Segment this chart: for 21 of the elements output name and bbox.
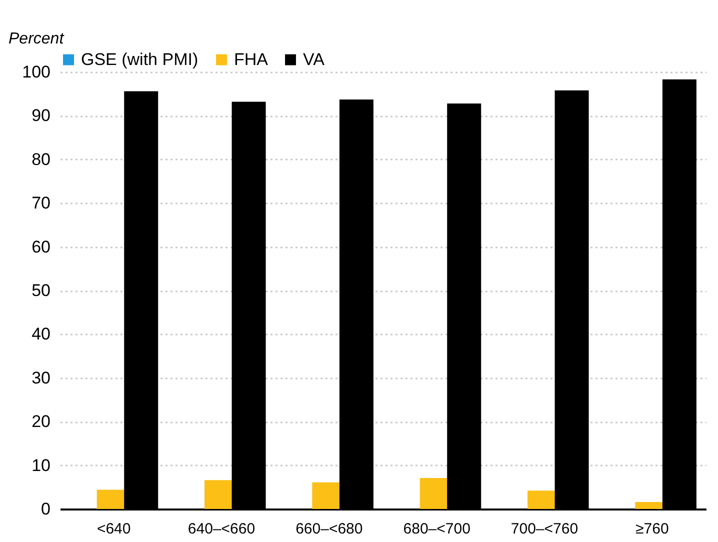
y-axis-title: Percent bbox=[8, 30, 64, 48]
y-tick-label: 0 bbox=[41, 500, 50, 518]
x-tick-label: 640–<660 bbox=[188, 520, 256, 538]
y-tick-label: 80 bbox=[32, 150, 50, 169]
y-tick-label: 30 bbox=[32, 368, 50, 388]
y-tick-label: 70 bbox=[32, 194, 50, 213]
legend-label: VA bbox=[303, 50, 326, 69]
y-tick-label: 60 bbox=[32, 237, 50, 256]
legend-label: GSE (with PMI) bbox=[81, 50, 198, 69]
y-tick-label: 10 bbox=[32, 456, 50, 475]
x-tick-label: 660–<680 bbox=[296, 520, 363, 538]
y-tick-label: 50 bbox=[32, 281, 50, 300]
y-tick-label: 40 bbox=[32, 324, 50, 344]
x-tick-label: 680–<700 bbox=[403, 520, 470, 538]
x-tick-label: ≥760 bbox=[636, 520, 669, 538]
x-tick-label: <640 bbox=[96, 520, 131, 538]
x-tick-label: 700–<760 bbox=[510, 520, 578, 538]
legend-label: FHA bbox=[234, 50, 269, 69]
y-tick-label: 100 bbox=[22, 62, 50, 82]
y-tick-label: 90 bbox=[32, 106, 50, 126]
y-tick-label: 20 bbox=[32, 412, 50, 432]
